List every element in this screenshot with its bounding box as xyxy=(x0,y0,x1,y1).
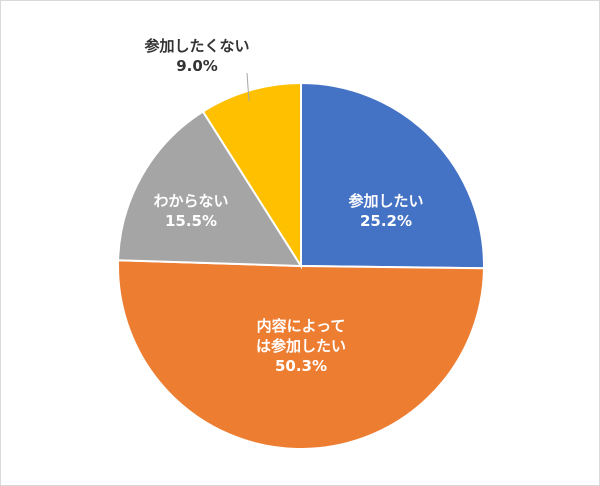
value-label: 15.5% xyxy=(164,212,218,230)
slice-label: 内容によっては参加したい 50.3% xyxy=(251,316,351,376)
slice-label: 参加したい 25.2% xyxy=(336,191,436,231)
pie-slice xyxy=(117,110,303,268)
leader-line xyxy=(246,72,250,102)
category-label: わからない xyxy=(153,192,229,210)
value-label: 9.0% xyxy=(176,57,218,75)
slice-label: 参加したくない 9.0% xyxy=(127,36,267,76)
category-label: 参加したくない xyxy=(144,37,250,55)
category-label: 内容によっては参加したい xyxy=(255,317,346,355)
category-label: 参加したい xyxy=(348,192,424,210)
value-label: 50.3% xyxy=(274,357,328,375)
pie-slice xyxy=(201,81,302,270)
pie-slice xyxy=(300,81,485,270)
value-label: 25.2% xyxy=(359,212,413,230)
slice-label: わからない 15.5% xyxy=(141,191,241,231)
pie-slice xyxy=(117,259,486,450)
